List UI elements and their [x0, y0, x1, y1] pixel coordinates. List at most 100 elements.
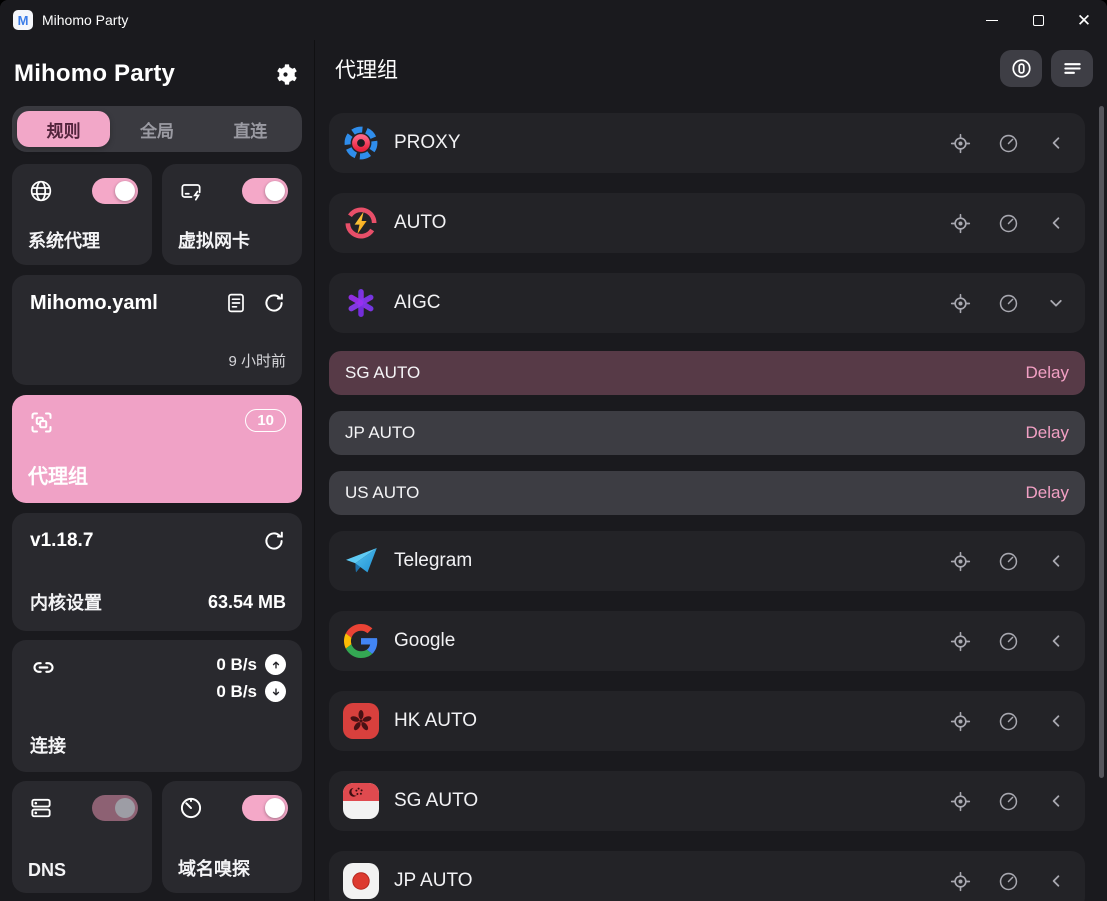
settings-gear-icon[interactable]	[273, 62, 298, 87]
upload-rate: 0 B/s	[216, 654, 257, 674]
group-row-hk-auto[interactable]: HK AUTO	[329, 691, 1085, 751]
tun-card[interactable]: 虚拟网卡	[162, 164, 302, 265]
group-row-jp-auto[interactable]: JP AUTO	[329, 851, 1085, 901]
locate-node-icon[interactable]	[949, 710, 972, 733]
delay-test-icon[interactable]	[997, 212, 1020, 235]
locate-node-icon[interactable]	[949, 870, 972, 893]
proxy-group-list: PROXY AUTO	[315, 97, 1107, 901]
dns-toggle[interactable]	[92, 795, 138, 821]
close-icon: ✕	[1076, 10, 1092, 30]
locate-node-icon[interactable]	[949, 132, 972, 155]
connections-label: 连接	[30, 736, 66, 756]
telegram-icon	[343, 543, 379, 579]
group-row-proxy[interactable]: PROXY	[329, 113, 1085, 173]
group-row-auto[interactable]: AUTO	[329, 193, 1085, 253]
group-row-telegram[interactable]: Telegram	[329, 531, 1085, 591]
chevron-left-icon[interactable]	[1045, 870, 1067, 892]
delay-test-icon[interactable]	[997, 292, 1020, 315]
system-proxy-toggle[interactable]	[92, 178, 138, 204]
edit-profile-icon[interactable]	[224, 291, 248, 315]
titlebar: M Mihomo Party ✕	[0, 0, 1107, 40]
maximize-icon	[1032, 14, 1044, 26]
sniff-icon	[178, 795, 204, 821]
group-row-sg-auto[interactable]: SG AUTO	[329, 771, 1085, 831]
group-name: Google	[394, 630, 456, 651]
restart-core-icon[interactable]	[262, 529, 286, 553]
minimize-button[interactable]	[969, 0, 1015, 40]
node-row-jp-auto[interactable]: JP AUTO Delay	[329, 411, 1085, 455]
node-row-sg-auto[interactable]: SG AUTO Delay	[329, 351, 1085, 395]
download-arrow-icon	[265, 681, 286, 702]
group-name: SG AUTO	[394, 790, 479, 811]
delay-test-icon[interactable]	[997, 790, 1020, 813]
locate-node-icon[interactable]	[949, 550, 972, 573]
node-name: JP AUTO	[345, 423, 416, 442]
core-memory-usage: 63.54 MB	[207, 591, 286, 612]
globe-icon	[28, 178, 54, 204]
delay-test-icon[interactable]	[997, 630, 1020, 653]
sniff-card[interactable]: 域名嗅探	[162, 781, 302, 893]
group-name: JP AUTO	[394, 870, 473, 891]
proxy-groups-nav-card[interactable]: 10 代理组	[12, 395, 302, 503]
maximize-button[interactable]	[1015, 0, 1061, 40]
node-row-us-auto[interactable]: US AUTO Delay	[329, 471, 1085, 515]
delay-test-icon[interactable]	[997, 870, 1020, 893]
profile-card[interactable]: Mihomo.yaml 9 小时前	[12, 275, 302, 385]
locate-node-icon[interactable]	[949, 292, 972, 315]
connections-card[interactable]: 0 B/s 0 B/s 连接	[12, 640, 302, 772]
core-card[interactable]: v1.18.7 内核设置 63.54 MB	[12, 513, 302, 631]
chevron-left-icon[interactable]	[1045, 630, 1067, 652]
upload-arrow-icon	[265, 654, 286, 675]
group-name: HK AUTO	[394, 710, 478, 731]
tab-direct-mode[interactable]: 直连	[233, 121, 268, 141]
chevron-left-icon[interactable]	[1045, 132, 1067, 154]
node-name: US AUTO	[345, 483, 420, 502]
jp-flag-icon	[343, 863, 379, 899]
app-logo-icon: M	[13, 10, 33, 30]
download-rate: 0 B/s	[216, 681, 257, 701]
chevron-left-icon[interactable]	[1045, 790, 1067, 812]
dns-card[interactable]: DNS	[12, 781, 152, 893]
proxy-group-icon	[28, 409, 55, 436]
google-icon	[343, 623, 379, 659]
main-header: 代理组	[315, 40, 1107, 97]
tun-toggle[interactable]	[242, 178, 288, 204]
hide-zero-traffic-button[interactable]	[1000, 50, 1042, 87]
proxy-groups-nav-label: 代理组	[28, 466, 88, 488]
list-layout-button[interactable]	[1051, 50, 1093, 87]
chevron-down-icon[interactable]	[1045, 292, 1067, 314]
node-name: SG AUTO	[345, 363, 421, 382]
scrollbar-thumb[interactable]	[1099, 106, 1104, 778]
link-icon	[30, 654, 57, 702]
delay-test-icon[interactable]	[997, 550, 1020, 573]
close-button[interactable]: ✕	[1061, 0, 1107, 40]
tab-rule-mode[interactable]: 规则	[17, 111, 111, 147]
chevron-left-icon[interactable]	[1045, 550, 1067, 572]
system-proxy-card[interactable]: 系统代理	[12, 164, 152, 265]
minimize-icon	[986, 19, 998, 21]
tun-label: 虚拟网卡	[178, 231, 250, 251]
profile-updated-time: 9 小时前	[228, 353, 286, 370]
tab-global-mode[interactable]: 全局	[139, 121, 174, 141]
locate-node-icon[interactable]	[949, 630, 972, 653]
group-row-google[interactable]: Google	[329, 611, 1085, 671]
node-delay-label[interactable]: Delay	[1025, 363, 1069, 382]
group-name: Telegram	[394, 550, 473, 571]
group-row-aigc[interactable]: AIGC	[329, 273, 1085, 333]
chevron-left-icon[interactable]	[1045, 212, 1067, 234]
chevron-left-icon[interactable]	[1045, 710, 1067, 732]
locate-node-icon[interactable]	[949, 212, 972, 235]
delay-test-icon[interactable]	[997, 132, 1020, 155]
core-version: v1.18.7	[30, 530, 94, 551]
delay-test-icon[interactable]	[997, 710, 1020, 733]
refresh-profile-icon[interactable]	[262, 291, 286, 315]
locate-node-icon[interactable]	[949, 790, 972, 813]
node-delay-label[interactable]: Delay	[1025, 423, 1069, 442]
main-panel: 代理组 PROXY	[315, 40, 1107, 901]
titlebar-app-name: Mihomo Party	[42, 12, 129, 28]
sniff-toggle[interactable]	[242, 795, 288, 821]
sidebar: Mihomo Party 规则 全局 直连 系统代理	[0, 40, 315, 901]
sidebar-app-title: Mihomo Party	[14, 60, 176, 87]
node-delay-label[interactable]: Delay	[1025, 483, 1069, 502]
